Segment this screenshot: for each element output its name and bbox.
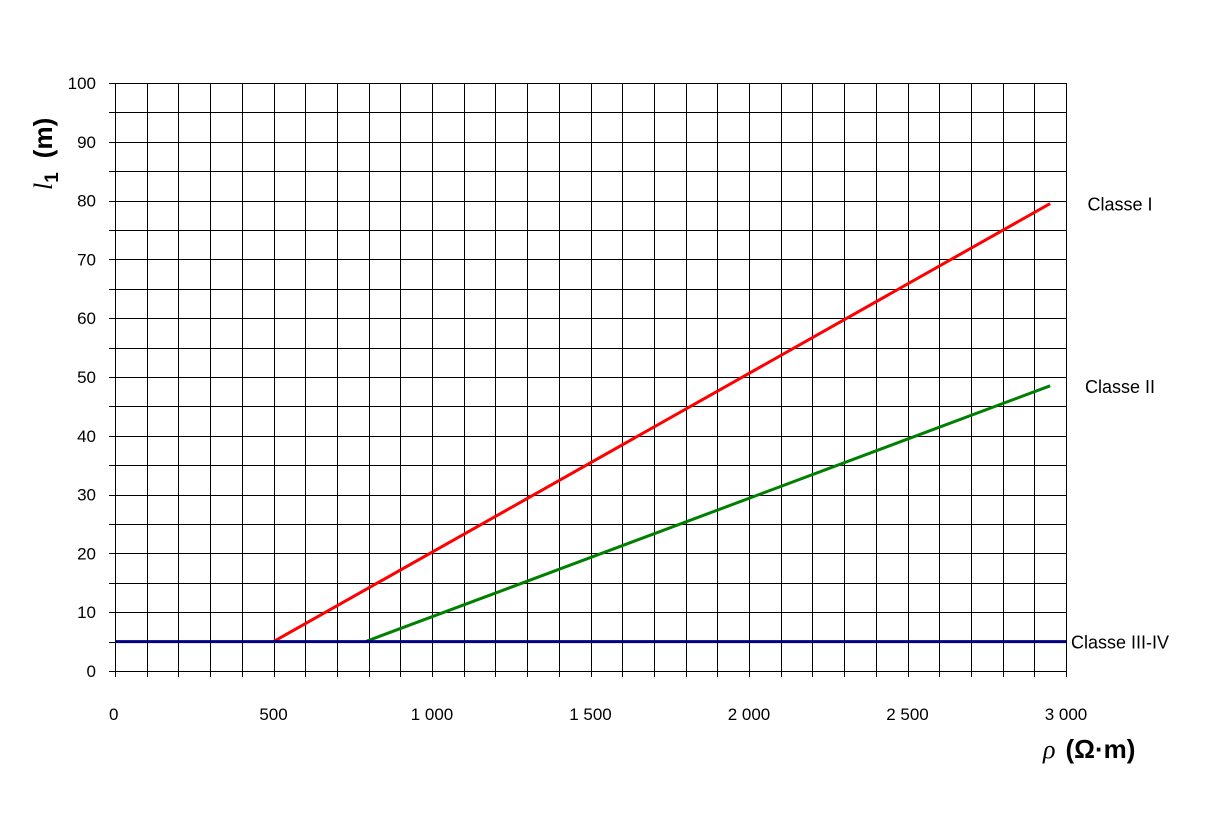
y-tick-label: 90 bbox=[77, 133, 96, 152]
x-tick-label: 1 000 bbox=[411, 705, 454, 724]
series-line-classe-ii bbox=[364, 384, 1051, 644]
x-tick-labels: 0 500 1 000 1 500 2 000 2 500 3 000 bbox=[109, 705, 1087, 724]
series-label-classe-iii-iv: Classe III-IV bbox=[1071, 633, 1169, 653]
y-tick-label: 30 bbox=[77, 486, 96, 505]
y-tick-label: 100 bbox=[68, 74, 96, 93]
x-axis-title: ρ (Ω·m) bbox=[1042, 734, 1135, 764]
x-tick-label: 500 bbox=[259, 705, 287, 724]
series-line-classe-i bbox=[272, 202, 1051, 643]
y-axis-title: l1(m) bbox=[28, 118, 63, 190]
series-lines bbox=[115, 202, 1066, 644]
y-tick-label: 80 bbox=[77, 192, 96, 211]
x-tick-label: 2 500 bbox=[886, 705, 929, 724]
x-tick-label: 0 bbox=[109, 705, 118, 724]
y-tick-label: 50 bbox=[77, 368, 96, 387]
x-tick-label: 2 000 bbox=[728, 705, 771, 724]
y-tick-label: 40 bbox=[77, 427, 96, 446]
y-tick-label: 20 bbox=[77, 544, 96, 563]
y-tick-label: 0 bbox=[87, 662, 96, 681]
grid bbox=[109, 83, 1067, 677]
y-tick-label: 70 bbox=[77, 250, 96, 269]
series-label-classe-ii: Classe II bbox=[1085, 377, 1155, 397]
series-label-classe-i: Classe I bbox=[1087, 195, 1152, 215]
y-tick-labels: 0 10 20 30 40 50 60 70 80 90 100 bbox=[68, 74, 96, 681]
x-tick-label: 1 500 bbox=[569, 705, 612, 724]
x-tick-label: 3 000 bbox=[1045, 705, 1088, 724]
series-labels: Classe I Classe II Classe III-IV bbox=[1071, 195, 1169, 653]
y-tick-label: 10 bbox=[77, 603, 96, 622]
y-tick-label: 60 bbox=[77, 309, 96, 328]
